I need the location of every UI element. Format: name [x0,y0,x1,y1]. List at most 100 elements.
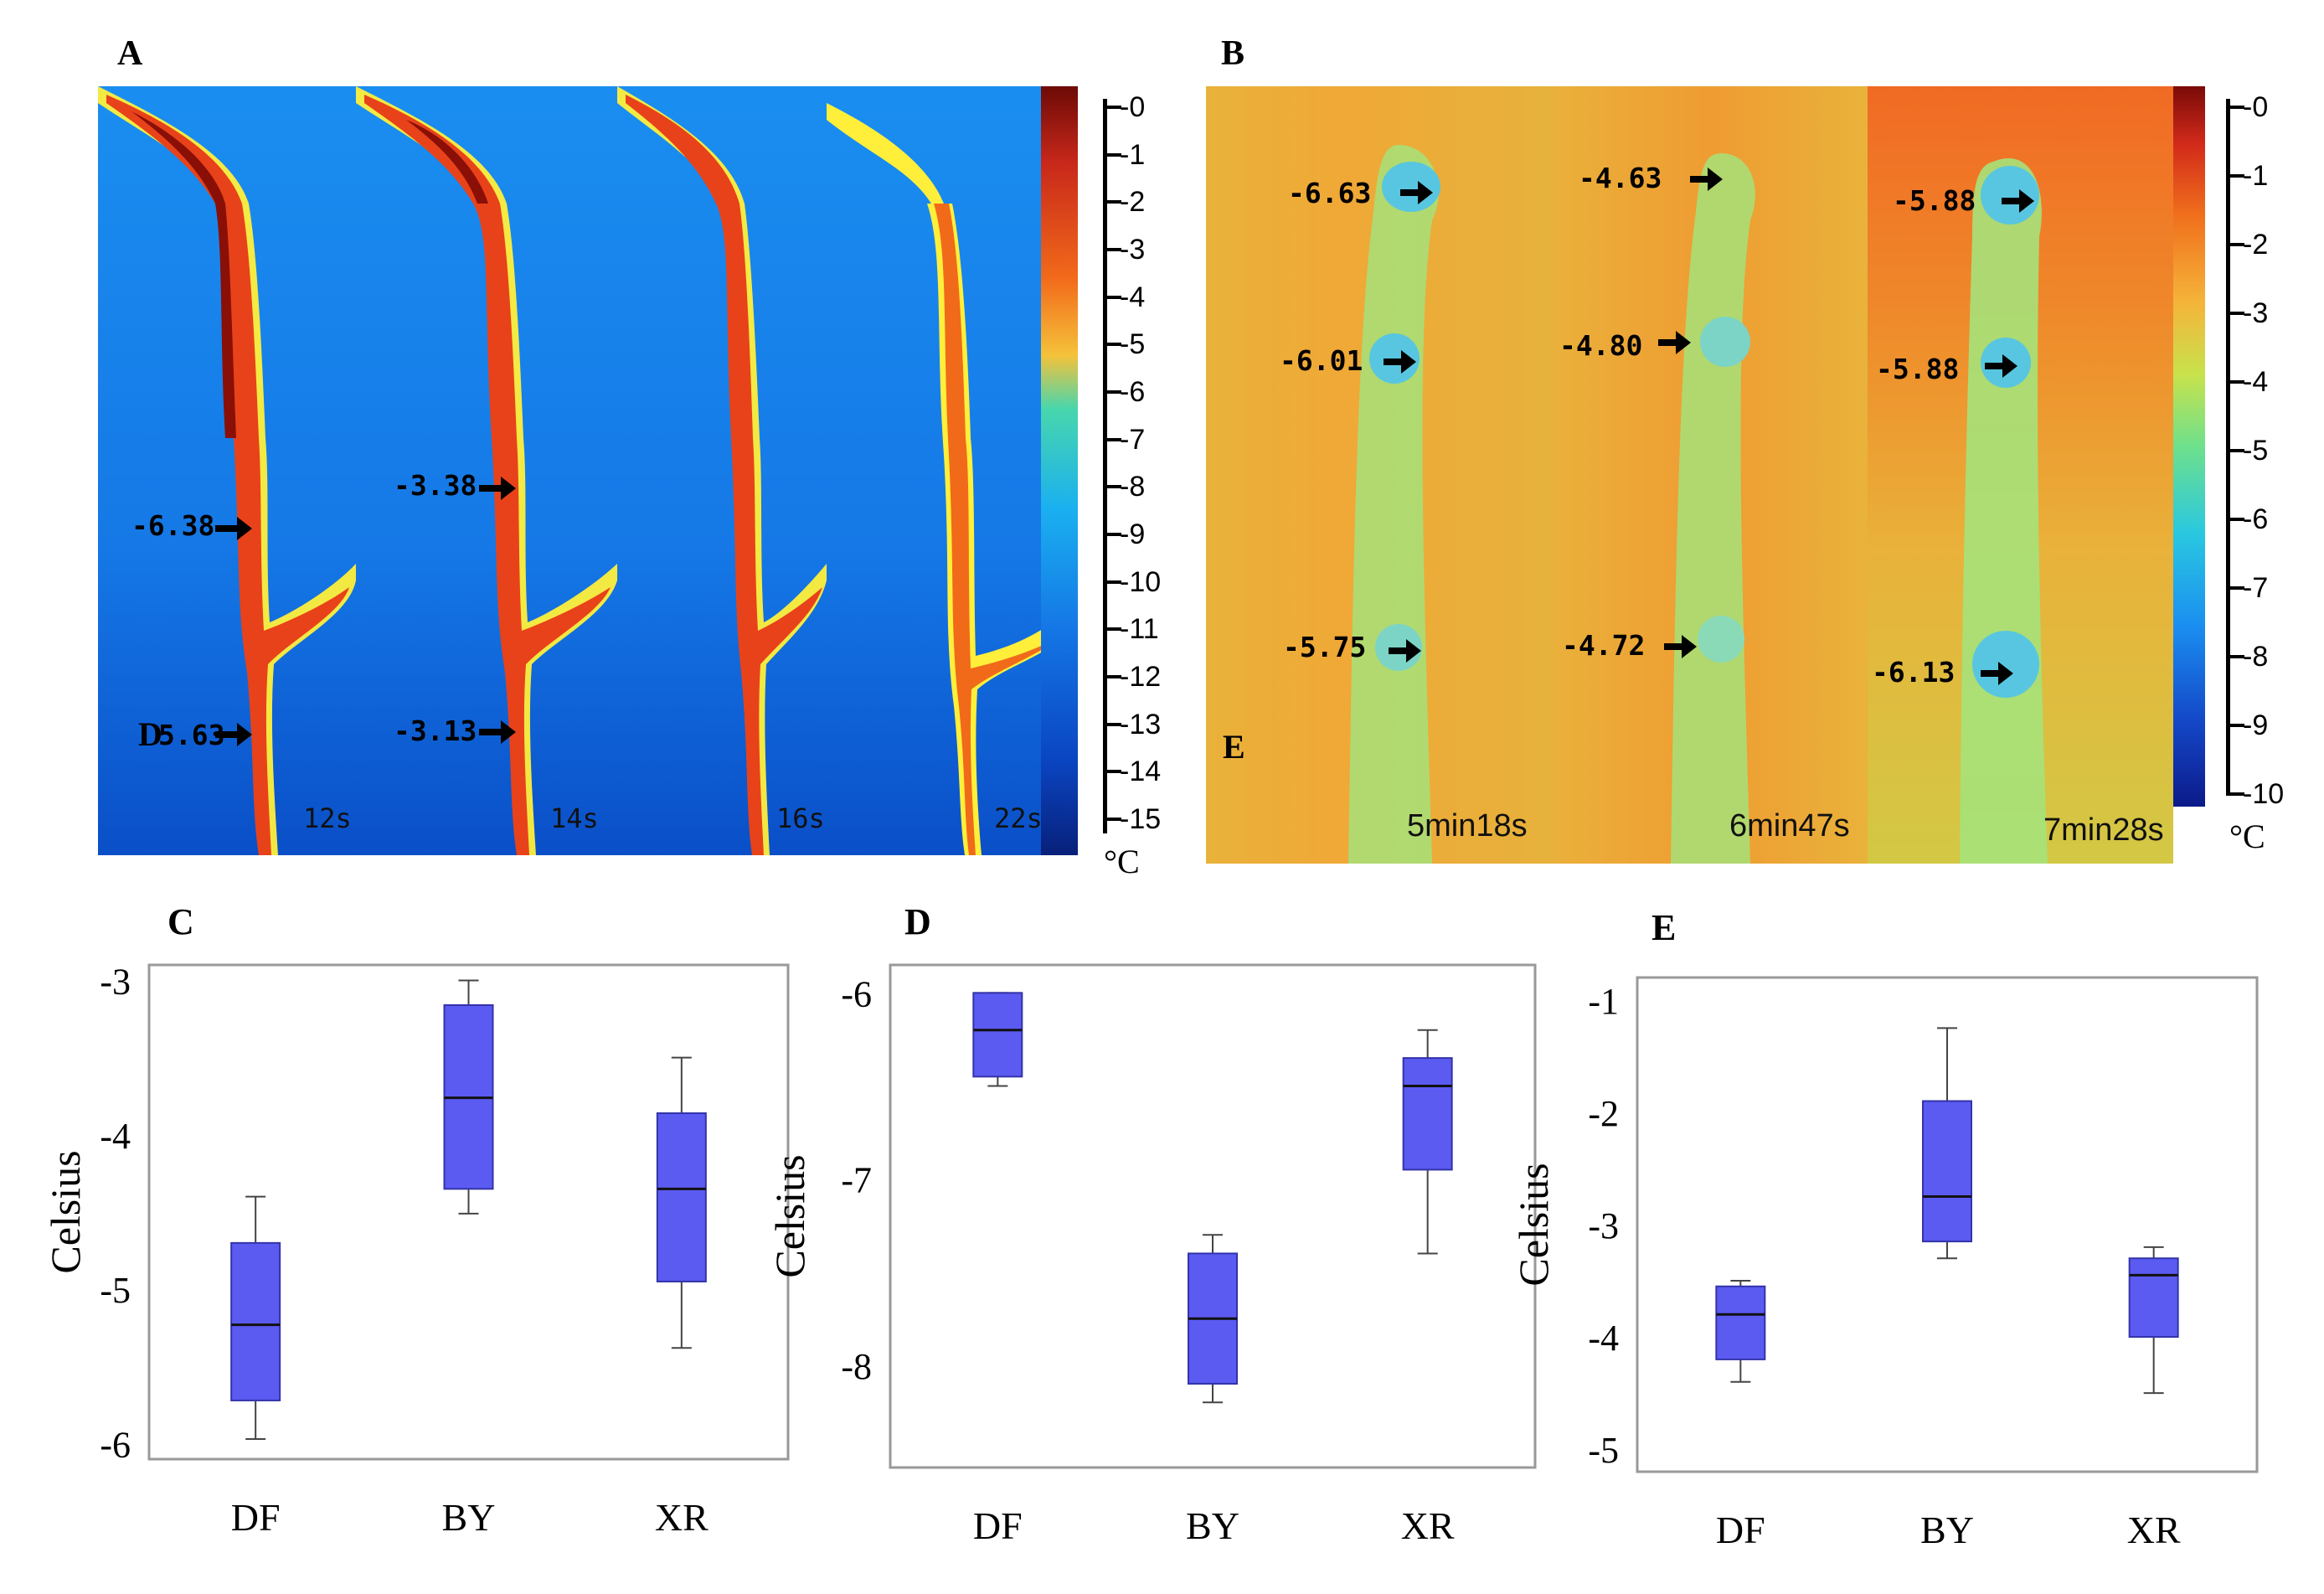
box-iqr [1922,1100,1972,1243]
colorbar-tick [1103,675,1121,678]
colorbar-tick-label: -6 [1120,376,1146,408]
y-tick-label: -5 [1588,1430,1619,1471]
x-tick-label: XR [655,1496,709,1539]
colorbar-tick [2226,655,2244,658]
frame-time-a1: 12s [303,802,352,834]
temp-annotation: -3.13 [394,714,477,747]
frame-time-a3: 16s [776,802,825,834]
x-tick-label: DF [231,1496,281,1539]
colorbar-tick [2226,106,2244,109]
temp-annotation: -5.75 [1283,631,1367,663]
thermal-strip-a3 [617,86,827,855]
plot-frame [1636,976,2259,1473]
colorbar-a [1041,86,1078,855]
unit-label-b: °C [2229,818,2265,855]
arrow-icon [1389,639,1421,663]
colorbar-b [2173,86,2205,807]
x-tick-label: XR [1401,1504,1455,1547]
y-tick-label: -1 [1588,981,1619,1022]
temp-annotation: -4.80 [1559,329,1643,362]
y-tick-label: -3 [100,961,131,1002]
y-axis-label: Celsius [1510,1163,1557,1286]
y-tick-label: -4 [1588,1318,1619,1359]
box-iqr [1715,1285,1766,1360]
inset-letter-e: E [1223,728,1245,766]
colorbar-tick [1103,818,1121,821]
colorbar-tick-label: -0 [2243,91,2269,123]
colorbar-tick [2226,586,2244,590]
colorbar-tick [2226,449,2244,452]
colorbar-tick [1103,295,1121,299]
box-iqr [2128,1257,2179,1339]
colorbar-tick-label: -8 [1120,471,1146,503]
temp-annotation: -4.63 [1579,162,1662,194]
box-iqr [972,992,1023,1078]
thermal-strip-a1 [98,86,356,855]
thermal-strip-b2 [1554,86,1868,864]
colorbar-tick-label: -12 [1120,661,1162,693]
temp-annotation: -6.38 [131,509,215,542]
colorbar-tick [2226,792,2244,796]
frame-time-b1: 5min18s [1407,808,1528,843]
y-tick-label: -6 [100,1425,131,1466]
box-iqr [1402,1057,1453,1171]
panel-letter-e: E [1652,907,1676,948]
frame-time-b3: 7min28s [2043,812,2164,848]
panel-letter-d: D [904,901,931,942]
temp-annotation: -3.38 [394,469,477,502]
colorbar-tick-label: -5 [2243,435,2269,467]
y-tick-label: -2 [1588,1093,1619,1134]
temp-annotation: 5.63 [158,719,225,751]
y-axis-label: Celsius [766,1154,813,1277]
x-tick-label: DF [973,1504,1023,1547]
temp-annotation: -4.72 [1562,629,1646,662]
colorbar-tick-label: -7 [1120,423,1146,456]
colorbar-tick [1103,343,1121,347]
arrow-icon [1981,662,2013,685]
colorbar-tick-label: -3 [2243,297,2269,329]
y-tick-label: -7 [841,1160,872,1201]
box-iqr [1188,1252,1238,1385]
colorbar-tick [1103,200,1121,204]
thermal-strip-a4 [827,86,1078,855]
plot-frame [889,963,1537,1469]
inset-letter-d: D [138,715,162,753]
colorbar-tick [1103,533,1121,536]
arrow-icon [1690,168,1723,191]
thermal-strip-b1 [1206,86,1554,864]
colorbar-tick [1103,248,1121,251]
colorbar-tick-label: -4 [1120,281,1146,313]
colorbar-tick-label: -2 [2243,229,2269,261]
temp-annotation: -6.01 [1280,344,1363,377]
colorbar-tick [2226,174,2244,178]
colorbar-tick-label: -9 [1120,518,1146,550]
thermal-image-b: 5min18s 6min47s 7min28s E -6.63 -6.01 -5… [1206,86,2173,864]
colorbar-tick-label: -4 [2243,366,2269,398]
colorbar-tick-label: -7 [2243,572,2269,604]
y-tick-label: -5 [100,1270,131,1311]
x-tick-label: DF [1716,1509,1765,1551]
y-axis-label: Celsius [42,1150,89,1273]
x-tick-label: BY [1920,1509,1974,1551]
temp-annotation: -6.13 [1872,656,1956,689]
colorbar-tick-label: -14 [1120,756,1162,788]
arrow-icon [1400,181,1433,204]
arrow-icon [1658,331,1691,354]
colorbar-tick [2226,518,2244,521]
plot-frame [147,963,790,1461]
box-iqr [443,1003,494,1190]
colorbar-tick-label: -13 [1120,708,1162,740]
y-tick-label: -6 [841,973,872,1014]
frame-time-a2: 14s [550,802,599,834]
colorbar-tick [2226,243,2244,246]
arrow-icon [215,723,252,746]
colorbar-tick [1103,106,1121,109]
panel-letter-a: A [117,34,143,73]
frame-time-b2: 6min47s [1729,808,1850,843]
temp-annotation: -5.88 [1893,184,1976,217]
x-tick-label: XR [2127,1509,2181,1551]
frame-time-a4: 22s [994,802,1043,834]
box-iqr [230,1241,281,1401]
colorbar-tick-label: -10 [1120,565,1162,598]
colorbar-tick [1103,770,1121,774]
